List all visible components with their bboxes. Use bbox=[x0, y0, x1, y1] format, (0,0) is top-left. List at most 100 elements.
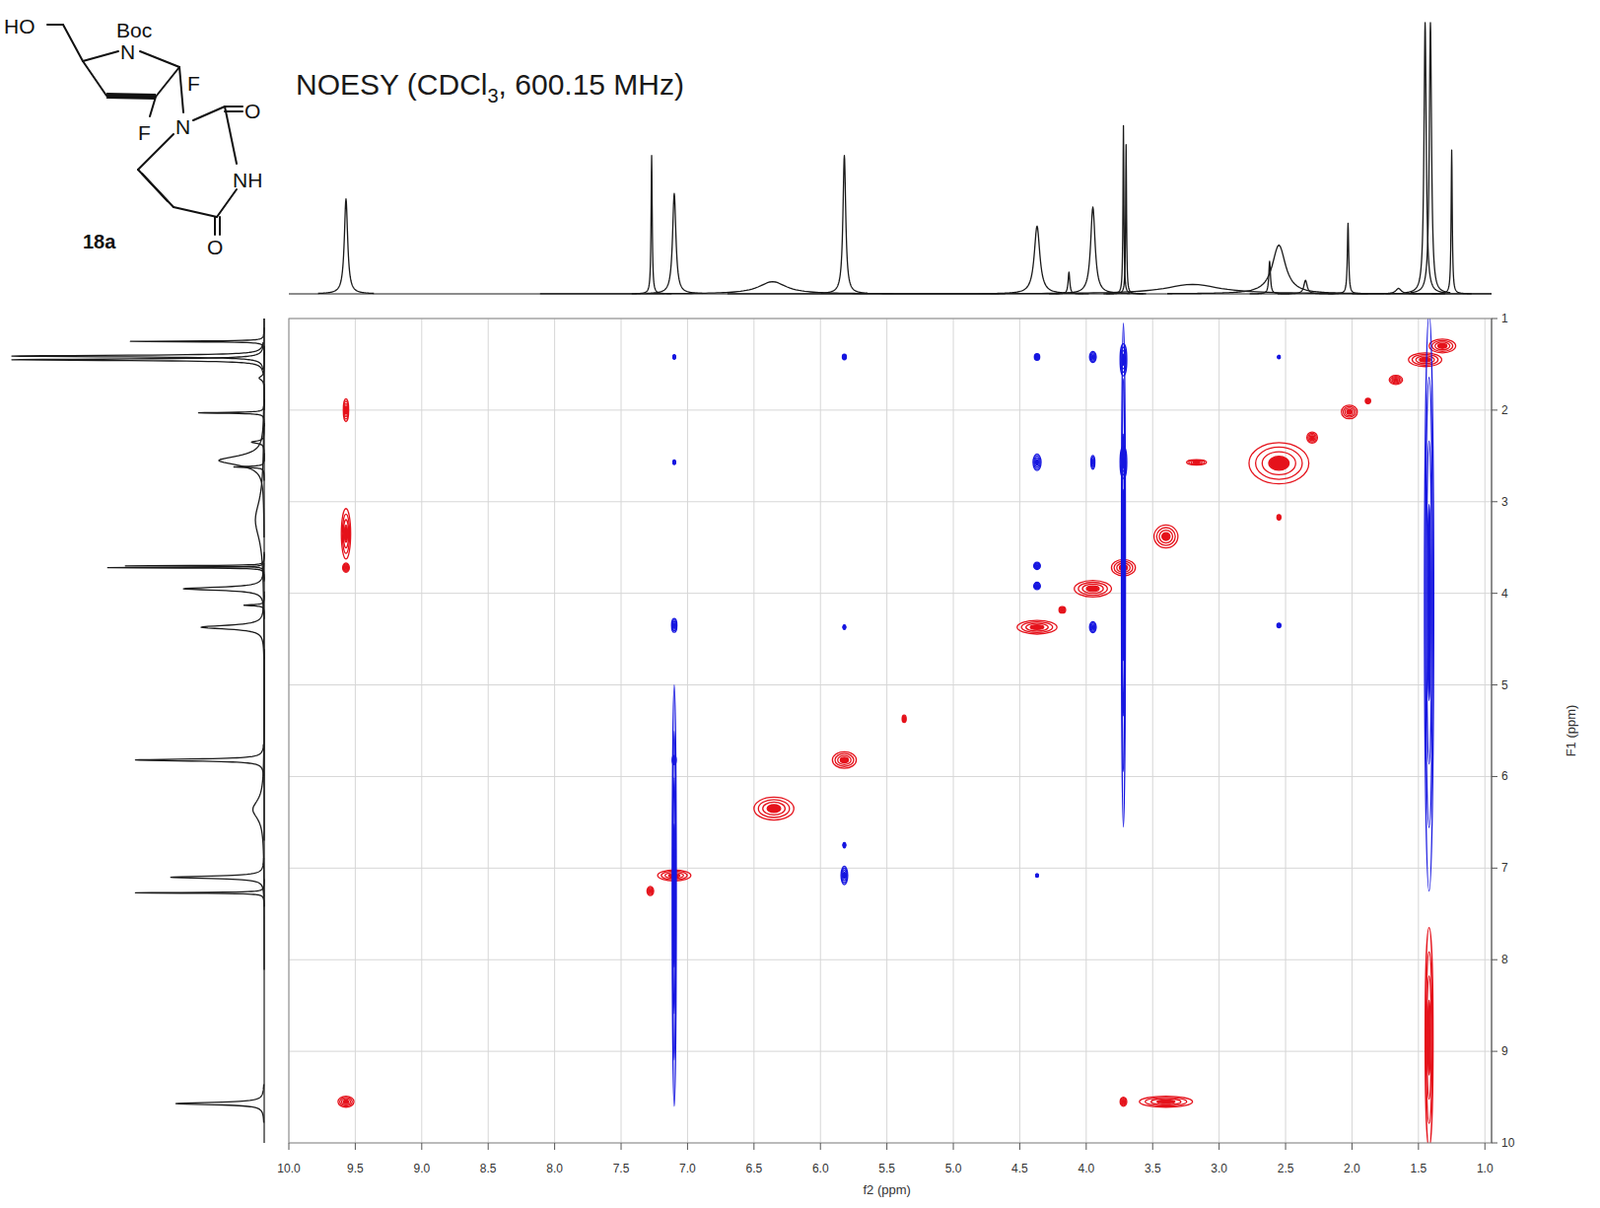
x-tick bbox=[1417, 1142, 1419, 1150]
contour-ring bbox=[1426, 440, 1432, 765]
contour-ring bbox=[1091, 456, 1095, 468]
grid-line bbox=[487, 318, 489, 1143]
contour-ring bbox=[842, 870, 847, 881]
projection-peak bbox=[11, 346, 264, 374]
x-tick bbox=[1285, 1142, 1287, 1150]
contour-ring bbox=[1391, 377, 1400, 383]
projection-peak bbox=[1431, 149, 1471, 294]
grid-line bbox=[288, 500, 1492, 502]
contour-ring bbox=[673, 461, 676, 464]
contour-ring bbox=[1034, 582, 1040, 589]
contours bbox=[338, 318, 1457, 1143]
contour-ring bbox=[1060, 608, 1063, 611]
f1-projection bbox=[11, 318, 265, 1143]
projection-peak bbox=[1048, 272, 1089, 294]
bond bbox=[47, 23, 64, 26]
contour-ring bbox=[1344, 408, 1354, 417]
contour-ring bbox=[842, 354, 846, 359]
contour-ring bbox=[1366, 399, 1370, 403]
grid-line bbox=[1085, 318, 1087, 1143]
cross-peak bbox=[1408, 352, 1443, 367]
y-tick-label: 5 bbox=[1501, 678, 1509, 693]
y-tick-label: 1 bbox=[1501, 311, 1509, 326]
grid-line bbox=[1351, 318, 1353, 1143]
projection-peak bbox=[183, 562, 264, 615]
contour-ring bbox=[673, 623, 676, 628]
projection-peak bbox=[1327, 223, 1368, 294]
contour-ring bbox=[842, 843, 845, 847]
x-tick-label: 4.0 bbox=[1077, 1161, 1095, 1176]
y-tick bbox=[1491, 775, 1498, 777]
contour-ring bbox=[1089, 621, 1097, 632]
cross-peak bbox=[840, 865, 848, 885]
x-tick-label: 8.5 bbox=[480, 1161, 497, 1176]
contour-ring bbox=[1091, 459, 1094, 465]
projection-peak bbox=[11, 342, 264, 370]
contour-ring bbox=[1034, 582, 1042, 590]
contour-ring bbox=[1341, 405, 1358, 419]
projection-peak bbox=[198, 399, 264, 427]
x-tick-label: 6.5 bbox=[745, 1161, 763, 1176]
contour-ring bbox=[646, 886, 654, 896]
contour-ring bbox=[1277, 355, 1280, 359]
contour-ring bbox=[1119, 1097, 1127, 1107]
contour-ring bbox=[648, 888, 653, 894]
contour-ring bbox=[1035, 353, 1040, 359]
projection-peak bbox=[1106, 144, 1146, 294]
contour-ring bbox=[842, 626, 845, 629]
contour-ring bbox=[1162, 532, 1171, 541]
x-tick-label: 6.0 bbox=[812, 1161, 830, 1176]
contour-ring bbox=[673, 777, 676, 1014]
contour-ring bbox=[672, 620, 677, 631]
x-tick-label: 9.0 bbox=[413, 1161, 430, 1176]
contour-ring bbox=[343, 563, 348, 571]
projection-peak bbox=[130, 327, 265, 355]
contour-ring bbox=[839, 757, 848, 764]
projection-peak bbox=[1277, 279, 1334, 294]
contour-ring bbox=[758, 799, 790, 818]
projection-peak bbox=[135, 878, 264, 906]
x-tick bbox=[354, 1142, 356, 1150]
atom-label: N bbox=[120, 40, 136, 64]
y-axis-title: F1 (ppm) bbox=[1563, 704, 1579, 758]
cross-peak bbox=[832, 751, 856, 768]
contour-ring bbox=[1036, 459, 1040, 466]
bond bbox=[218, 216, 221, 235]
projection-peak bbox=[259, 346, 265, 411]
contour-ring bbox=[1159, 530, 1174, 544]
contour-ring bbox=[1035, 457, 1041, 467]
cross-peak bbox=[1307, 431, 1319, 443]
x-tick bbox=[554, 1142, 556, 1150]
y-tick-label: 8 bbox=[1501, 952, 1509, 967]
contour-ring bbox=[1425, 377, 1433, 828]
cross-peak bbox=[754, 796, 794, 820]
contour-ring bbox=[1309, 434, 1316, 441]
bond bbox=[82, 61, 107, 96]
contour-ring bbox=[1186, 459, 1207, 466]
contour-ring bbox=[1036, 873, 1040, 878]
projection-peak bbox=[727, 283, 1492, 294]
contour-ring bbox=[1035, 563, 1040, 568]
bond bbox=[139, 51, 180, 68]
grid-line bbox=[1484, 318, 1486, 1143]
grid-line bbox=[621, 318, 623, 1143]
contour-ring bbox=[1342, 406, 1356, 418]
contour-ring bbox=[1154, 524, 1179, 548]
contour-ring bbox=[1121, 323, 1126, 828]
contour-ring bbox=[1090, 623, 1096, 632]
contour-ring bbox=[341, 1098, 350, 1105]
x-tick bbox=[1218, 1142, 1220, 1150]
contour-ring bbox=[1391, 376, 1402, 384]
contour-ring bbox=[1074, 580, 1113, 598]
atom-label: O bbox=[207, 235, 223, 259]
bond bbox=[224, 105, 243, 108]
x-tick-label: 10.0 bbox=[277, 1161, 301, 1176]
contour-ring bbox=[842, 872, 845, 879]
contour-ring bbox=[1091, 625, 1094, 629]
contour-ring bbox=[842, 625, 846, 630]
x-tick bbox=[886, 1142, 888, 1150]
cross-peak bbox=[1154, 524, 1179, 548]
x-tick-label: 3.5 bbox=[1144, 1161, 1162, 1176]
projection-peak bbox=[125, 552, 265, 580]
contour-ring bbox=[1188, 460, 1205, 465]
